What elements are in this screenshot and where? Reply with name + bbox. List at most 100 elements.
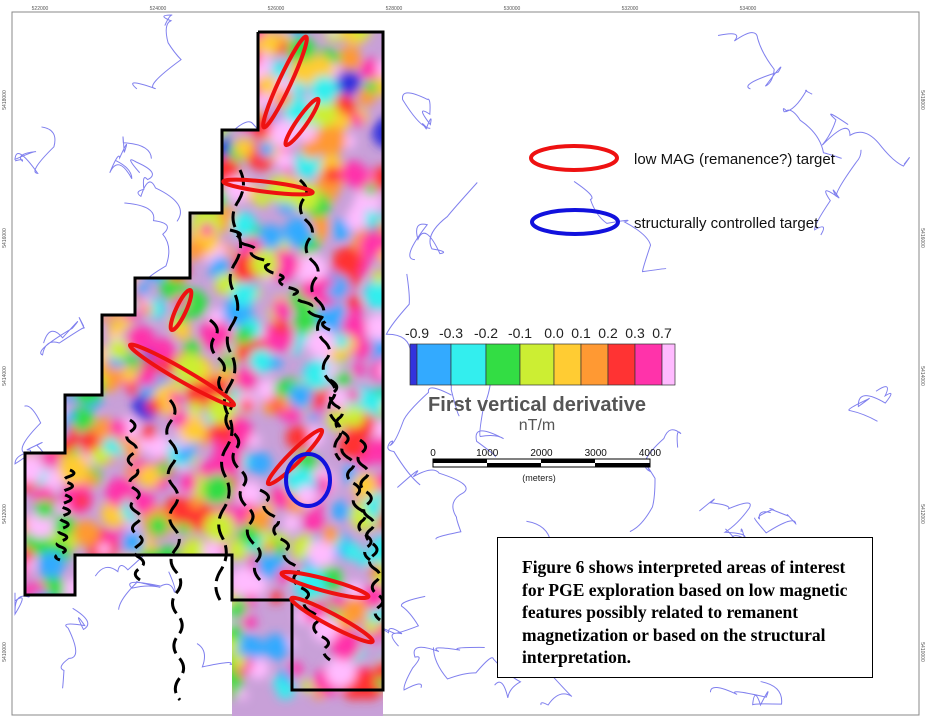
easting-tick: 532000 [622, 6, 639, 12]
drainage-line [14, 405, 51, 476]
grid-cell [271, 299, 292, 320]
grid-cell [109, 419, 128, 438]
drainage-line [118, 571, 176, 610]
grid-cell [325, 657, 356, 688]
grid-cell [234, 138, 254, 158]
legend: low MAG (remanence?) target structurally… [529, 144, 836, 236]
grid-cell [188, 401, 203, 416]
grid-cell [145, 398, 161, 414]
low-mag-legend-symbol [529, 144, 619, 172]
grid-cell [334, 112, 351, 130]
grid-cell [199, 318, 232, 351]
grid-cell [226, 371, 238, 383]
drainage-line [814, 149, 862, 236]
northing-tick-right: 5416000 [919, 228, 925, 248]
grid-cell [34, 499, 54, 519]
grid-cell [287, 36, 317, 65]
drainage-line [40, 317, 85, 356]
northing-tick-left: 5418000 [2, 90, 8, 110]
drainage-line [432, 647, 522, 698]
structural-target [284, 452, 332, 508]
scale-label: 3000 [585, 448, 608, 459]
grid-cell [323, 32, 346, 42]
grid-cell [291, 81, 307, 97]
lineament [214, 169, 245, 601]
colorbar-tick: -0.9 [405, 325, 429, 341]
drainage-line [709, 681, 783, 707]
easting-tick: 526000 [268, 6, 285, 12]
grid-cell [302, 359, 334, 391]
scale-label: 0 [430, 448, 436, 459]
drainage-line [14, 573, 41, 616]
grid-cell [308, 410, 320, 422]
low-mag-target [289, 595, 375, 645]
grid-cell [211, 437, 222, 448]
grid-cell [90, 446, 110, 466]
easting-tick: 524000 [150, 6, 167, 12]
grid-cell [346, 295, 361, 310]
grid-cell [328, 303, 346, 321]
grid-cell [306, 327, 336, 357]
grid-cell [147, 515, 169, 536]
colorbar-swatch [416, 343, 452, 386]
grid-cell [258, 141, 275, 158]
grid-cell [102, 530, 117, 545]
grid-cell [138, 465, 161, 488]
northing-tick-left: 5410000 [2, 642, 8, 662]
grid-cell [329, 51, 342, 63]
grid-cell [247, 434, 261, 447]
scale-bar: 0 1000 2000 3000 4000 (meters) [430, 448, 661, 483]
colorbar: -0.9 -0.3 -0.2 -0.1 0.0 0.1 0.2 0.3 0.7 First ve… [405, 325, 676, 434]
scale-label: 1000 [476, 448, 499, 459]
grid-cell [229, 566, 259, 597]
drainage-line [109, 136, 152, 179]
grid-cell [342, 541, 362, 561]
grid-cell [203, 474, 234, 505]
grid-cell [332, 246, 363, 277]
grid-cell [53, 514, 76, 537]
grid-cell [361, 584, 383, 610]
grid-cell [376, 59, 383, 78]
drainage-line [782, 89, 842, 159]
grid-cell [342, 597, 368, 623]
grid-cell [279, 32, 291, 43]
lineament [54, 468, 76, 562]
property-boundary [23, 30, 385, 692]
grid-cell [269, 590, 283, 604]
drainage-line [60, 607, 89, 689]
drainage-line [629, 429, 682, 533]
grid-cell [343, 405, 365, 427]
grid-cell [177, 472, 198, 493]
grid-cell [37, 551, 65, 578]
grid-cell [363, 619, 378, 634]
grid-cell [347, 389, 361, 403]
northing-tick-right: 5414000 [919, 366, 925, 386]
grid-cell [296, 485, 317, 506]
low-mag-target [261, 34, 309, 130]
colorbar-swatch [450, 343, 487, 386]
grid-cell [58, 453, 90, 486]
grid-cell [237, 480, 263, 506]
colorbar-tick: 0.7 [652, 325, 672, 341]
grid-cell [295, 253, 328, 286]
grid-cell [293, 310, 319, 336]
colorbar-tick: 0.1 [571, 325, 591, 341]
grid-cell [307, 539, 336, 568]
grid-cell [366, 337, 383, 364]
drainage-line [397, 469, 467, 540]
scale-unit: (meters) [522, 473, 556, 483]
grid-cell [183, 339, 201, 357]
colorbar-tick: -0.2 [474, 325, 498, 341]
grid-cell [198, 460, 217, 479]
grid-cell [302, 510, 325, 533]
low-mag-target [221, 177, 315, 197]
colorbar-swatch [580, 343, 609, 386]
colorbar-swatch [485, 343, 521, 386]
grid-cell [352, 362, 366, 376]
drainage-line [381, 595, 426, 647]
low-mag-target [168, 287, 194, 333]
colorbar-swatch [634, 343, 663, 386]
grid-cell [291, 344, 302, 355]
grid-cell [364, 183, 377, 196]
drainage-line [717, 32, 782, 90]
